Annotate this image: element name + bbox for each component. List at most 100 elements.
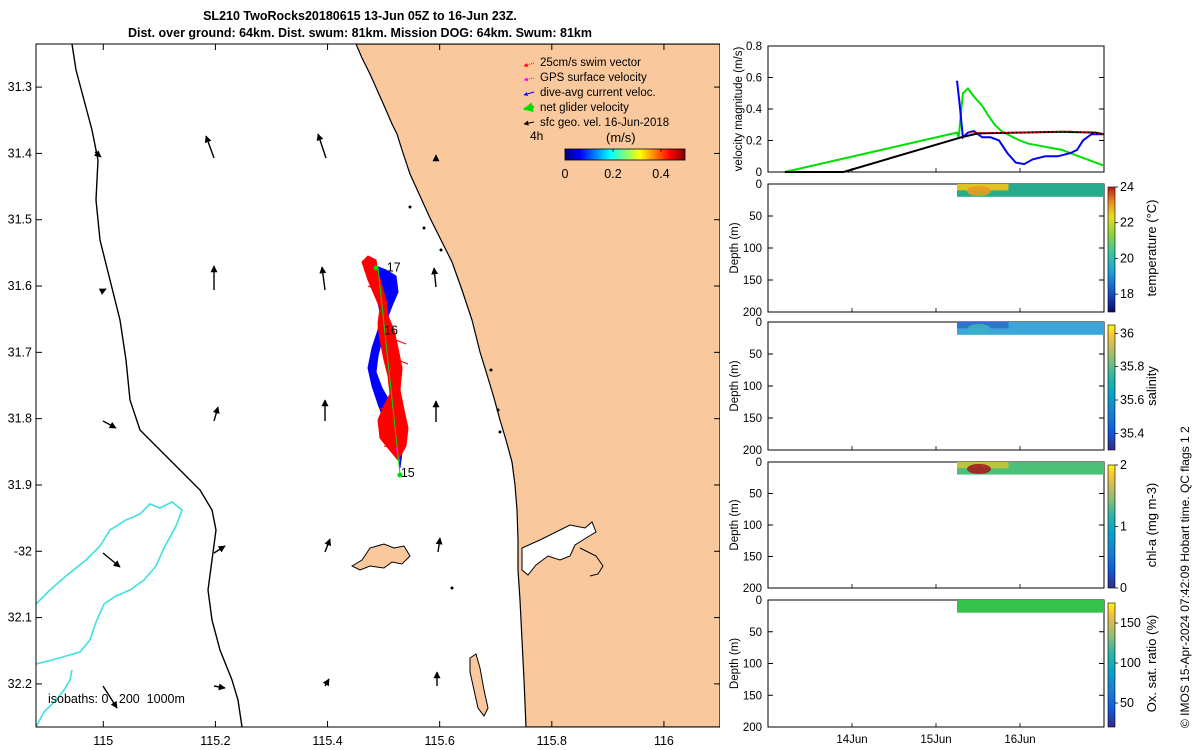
geo-arrow	[102, 685, 118, 709]
depth-tick-label: 150	[743, 552, 762, 564]
colorbar-label: chl-a (mg m-3)	[1144, 483, 1159, 568]
depth-tick-label: 150	[743, 413, 762, 425]
colorbar-tick-label: 150	[1120, 616, 1141, 630]
isobath-1000-b	[36, 669, 73, 727]
geo-arrow	[435, 537, 443, 553]
depth-tick-label: 0	[756, 179, 762, 191]
velocity-series-line	[956, 80, 1104, 166]
map-y-tick-label: 31.9	[8, 478, 32, 492]
colorbar-tick-label: 18	[1120, 287, 1134, 301]
geo-arrow	[98, 288, 107, 295]
legend-swatch-swim	[523, 62, 535, 67]
depth-tick-label: 200	[743, 583, 762, 595]
colorbar-tick-label: 36	[1120, 326, 1134, 340]
legend-label-net: net glider velocity	[540, 102, 629, 114]
depth-tick-label: 50	[749, 627, 762, 639]
depth-tick-label: 50	[749, 349, 762, 361]
islet	[498, 430, 502, 434]
time-tick-label: 15Jun	[920, 734, 951, 746]
islet	[450, 586, 454, 590]
colorbar-tick-label: 24	[1120, 180, 1134, 194]
profile-panel-frame	[767, 183, 1105, 313]
depth-tick-label: 200	[743, 307, 762, 319]
map-x-tick-label: 116	[654, 734, 674, 748]
islet	[439, 248, 443, 252]
colorbar-tick-label: 2	[1120, 458, 1127, 472]
profile-panel-frame	[767, 321, 1105, 451]
velocity-y-tick-label: 0.4	[746, 104, 763, 116]
track-end-marker	[373, 265, 379, 271]
geo-arrow	[102, 420, 117, 429]
credit-text: © IMOS 15-Apr-2024 07:42:09 Hobart time.…	[1178, 426, 1192, 728]
colorbar-tick-label: 35.4	[1120, 426, 1144, 440]
depth-tick-label: 150	[743, 275, 762, 287]
profile-colorbar	[1107, 324, 1116, 451]
profile-colorbar	[1107, 186, 1116, 313]
map-y-tick-label: 31.8	[8, 412, 32, 426]
geo-arrow	[324, 538, 332, 553]
depth-axis-label: Depth (m)	[729, 360, 741, 411]
time-tick-label: 14Jun	[836, 734, 867, 746]
geo-arrow	[212, 406, 220, 422]
legend-swatch-net	[523, 102, 535, 113]
velocity-y-label: velocity magnitude (m/s)	[733, 47, 745, 172]
velocity-panel-frame	[767, 45, 1105, 173]
colorbar-tick-label: 0.2	[604, 167, 621, 181]
map-y-tick-label: 31.4	[8, 146, 32, 160]
profile-feature	[967, 601, 991, 612]
geo-arrow	[319, 266, 327, 291]
map-y-tick-label: 31.5	[8, 213, 32, 227]
depth-tick-label: 0	[756, 595, 762, 607]
day-label: 17	[387, 260, 401, 274]
colorbar-tick-label: 0	[562, 167, 569, 181]
day-label: 15	[401, 466, 415, 480]
depth-axis-label: Depth (m)	[729, 222, 741, 273]
colorbar-tick-label: 0	[1120, 581, 1127, 595]
net-glider-velocity	[377, 267, 401, 475]
velocity-y-tick-label: 0.8	[746, 41, 762, 53]
velocity-series-line	[969, 130, 1105, 135]
depth-tick-label: 100	[743, 381, 762, 393]
isobath-label: isobaths: 0 200 1000m	[48, 692, 185, 706]
profile-colorbar	[1107, 464, 1116, 589]
depth-tick-label: 200	[743, 722, 762, 734]
speed-colorbar	[564, 148, 686, 161]
island	[350, 543, 411, 571]
legend-swatch-dive	[523, 91, 535, 96]
colorbar-tick-label: 35.8	[1120, 360, 1144, 374]
colorbar-tick-label: 35.6	[1120, 393, 1144, 407]
geo-arrow	[204, 135, 215, 159]
colorbar-tick-label: 1	[1120, 520, 1127, 534]
legend-swatch-geo	[523, 120, 535, 126]
depth-tick-label: 50	[749, 489, 762, 501]
depth-axis-label: Depth (m)	[729, 638, 741, 689]
islet	[408, 205, 412, 209]
geo-arrow	[316, 133, 327, 159]
geo-arrow	[431, 267, 439, 288]
map-legend: 25cm/s swim vector GPS surface velocity …	[523, 57, 686, 181]
map-x-tick-label: 115.8	[537, 734, 567, 748]
profile-feature	[967, 186, 991, 197]
profile-feature	[967, 463, 991, 474]
depth-tick-label: 50	[749, 211, 762, 223]
chart-title-line2: Dist. over ground: 64km. Dist. swum: 81k…	[127, 26, 592, 40]
depth-tick-label: 100	[743, 659, 762, 671]
depth-tick-label: 0	[756, 457, 762, 469]
islet	[496, 408, 500, 412]
chart-title-line1: SL210 TwoRocks20180615 13-Jun 05Z to 16-…	[203, 9, 517, 23]
map-x-tick-label: 115.6	[424, 734, 454, 748]
colorbar-label: temperature (°C)	[1144, 200, 1159, 297]
profile-feature	[967, 324, 991, 335]
isobath-200	[71, 44, 243, 727]
land-mass	[355, 44, 720, 727]
velocity-y-tick-label: 0.6	[746, 73, 762, 85]
swim-vector-ticks	[363, 269, 409, 449]
map-y-tick-label: 32.1	[8, 611, 32, 625]
geo-arrow	[93, 150, 102, 158]
geo-arrow	[213, 545, 226, 554]
map-y-tick-label: 31.6	[8, 279, 32, 293]
legend-label-gps: GPS surface velocity	[540, 72, 647, 84]
islet	[489, 368, 493, 372]
map-panel: 17 16 15 115 115.2 115.4 115.6 115.8 116 31.3 31.…	[8, 43, 720, 748]
